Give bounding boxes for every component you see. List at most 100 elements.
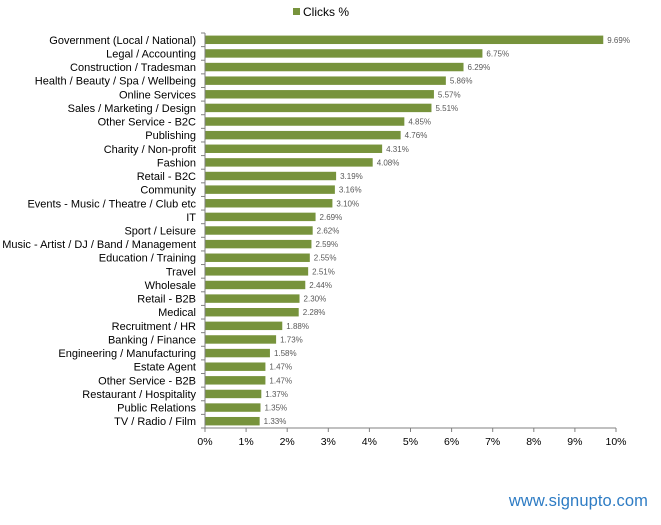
bar-25: [205, 376, 266, 385]
category-label-6: Other Service - B2C: [98, 117, 196, 129]
category-label-17: Travel: [166, 266, 196, 278]
value-label-5: 5.51%: [435, 104, 458, 113]
bar-7: [205, 130, 401, 140]
bar-10: [205, 171, 337, 181]
x-tick-label-4: 4%: [362, 436, 377, 448]
bar-8: [205, 144, 383, 153]
bar-15: [205, 239, 312, 249]
category-label-16: Education / Training: [99, 253, 196, 265]
x-tick-label-2: 2%: [280, 436, 295, 448]
category-label-0: Government (Local / National): [49, 35, 196, 47]
bar-16: [205, 253, 310, 262]
bars-group: [205, 35, 604, 426]
value-label-24: 1.47%: [269, 363, 292, 372]
category-label-4: Online Services: [119, 89, 197, 101]
value-label-4: 5.57%: [438, 90, 461, 99]
category-label-27: Public Relations: [117, 403, 196, 415]
value-label-2: 6.29%: [468, 63, 491, 72]
value-label-7: 4.76%: [405, 131, 428, 140]
value-label-28: 1.33%: [264, 417, 287, 426]
bar-13: [205, 212, 316, 222]
category-labels-group: Government (Local / National)Legal / Acc…: [2, 35, 196, 428]
value-label-9: 4.08%: [377, 158, 400, 167]
x-tick-label-10: 10%: [605, 436, 626, 448]
bar-2: [205, 62, 464, 72]
category-label-24: Estate Agent: [134, 362, 196, 374]
value-label-25: 1.47%: [269, 376, 292, 385]
category-label-5: Sales / Marketing / Design: [68, 103, 196, 115]
value-label-16: 2.55%: [314, 254, 337, 263]
bar-14: [205, 226, 313, 235]
category-label-25: Other Service - B2B: [98, 375, 196, 387]
category-label-2: Construction / Tradesman: [70, 62, 196, 74]
bar-9: [205, 158, 373, 167]
category-label-1: Legal / Accounting: [106, 48, 196, 60]
category-label-13: IT: [186, 212, 196, 224]
x-tick-label-8: 8%: [526, 436, 541, 448]
category-label-20: Medical: [158, 307, 196, 319]
category-label-11: Community: [140, 185, 196, 197]
value-label-21: 1.88%: [286, 322, 309, 331]
category-label-10: Retail - B2C: [137, 171, 196, 183]
value-label-10: 3.19%: [340, 172, 363, 181]
category-label-9: Fashion: [157, 157, 196, 169]
bar-12: [205, 199, 333, 208]
x-tick-label-9: 9%: [567, 436, 582, 448]
x-tick-label-0: 0%: [197, 436, 212, 448]
value-label-14: 2.62%: [317, 227, 340, 236]
x-tick-label-7: 7%: [485, 436, 500, 448]
bar-19: [205, 294, 300, 303]
bar-17: [205, 267, 309, 276]
value-label-22: 1.73%: [280, 335, 303, 344]
tick-labels-group: 0% 1% 2% 3% 4% 5% 6% 7% 8% 9% 10%: [197, 436, 626, 448]
bar-28: [205, 416, 260, 426]
value-label-23: 1.58%: [274, 349, 297, 358]
bar-21: [205, 321, 283, 331]
bar-26: [205, 389, 262, 399]
value-label-17: 2.51%: [312, 267, 335, 276]
category-label-3: Health / Beauty / Spa / Wellbeing: [35, 76, 196, 88]
x-tick-label-5: 5%: [403, 436, 418, 448]
bar-23: [205, 348, 270, 358]
bar-4: [205, 90, 434, 99]
watermark-text: www.signupto.com: [508, 492, 648, 510]
category-label-22: Banking / Finance: [108, 334, 196, 346]
category-label-15: Music - Artist / DJ / Band / Management: [2, 239, 196, 251]
value-label-3: 5.86%: [450, 77, 473, 86]
axes-group: [201, 32, 617, 432]
category-label-21: Recruitment / HR: [112, 321, 196, 333]
category-label-23: Engineering / Manufacturing: [58, 348, 196, 360]
bar-22: [205, 335, 277, 344]
value-label-15: 2.59%: [315, 240, 338, 249]
x-tick-label-3: 3%: [321, 436, 336, 448]
value-label-11: 3.16%: [339, 186, 362, 195]
bar-11: [205, 185, 335, 194]
bar-20: [205, 308, 299, 317]
value-label-0: 9.69%: [607, 36, 630, 45]
value-label-13: 2.69%: [320, 213, 343, 222]
legend-swatch: [293, 8, 300, 15]
value-label-27: 1.35%: [264, 404, 287, 413]
value-label-19: 2.30%: [304, 295, 327, 304]
value-label-1: 6.75%: [486, 49, 509, 58]
x-tick-label-6: 6%: [444, 436, 459, 448]
value-label-26: 1.37%: [265, 390, 288, 399]
legend-label: Clicks %: [303, 5, 349, 19]
bar-1: [205, 49, 483, 58]
legend: Clicks %: [293, 5, 349, 19]
bar-27: [205, 403, 261, 412]
bar-18: [205, 280, 306, 290]
bar-3: [205, 76, 446, 85]
category-label-7: Publishing: [145, 130, 196, 142]
value-label-8: 4.31%: [386, 145, 409, 154]
category-label-26: Restaurant / Hospitality: [82, 389, 196, 401]
value-label-18: 2.44%: [309, 281, 332, 290]
bar-24: [205, 362, 266, 371]
category-label-14: Sport / Leisure: [124, 226, 196, 238]
value-label-20: 2.28%: [303, 308, 326, 317]
category-label-12: Events - Music / Theatre / Club etc: [27, 198, 196, 210]
category-label-8: Charity / Non-profit: [104, 144, 196, 156]
bar-0: [205, 35, 604, 45]
category-label-18: Wholesale: [145, 280, 196, 292]
